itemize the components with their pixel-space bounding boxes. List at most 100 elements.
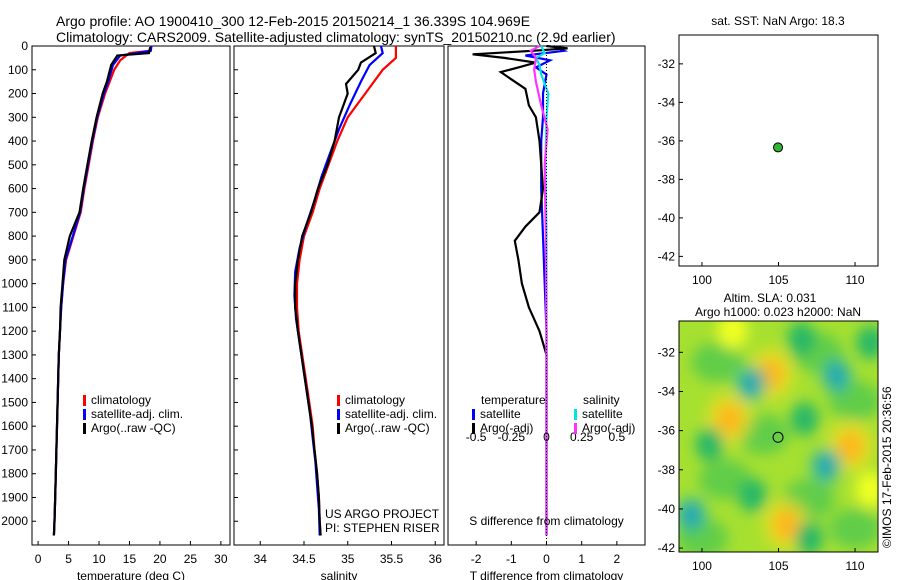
series-line-4 [529,45,549,536]
credit-label: ©IMOS 17-Feb-2015 20:36:56 [880,386,894,548]
y-tick-label: 200 [8,87,28,101]
y-tick-label: 1600 [1,419,28,433]
y-tick-label: 1200 [1,324,28,338]
y-tick-label: -34 [658,95,676,109]
x-tick-label: 110 [845,559,864,573]
heatmap-blobs [679,321,878,552]
x-tick-label: 1 [578,552,585,566]
y-tick-label: 900 [8,253,28,267]
series-line-1 [52,45,153,536]
map-subtitle: Argo h1000: 0.023 h2000: NaN [695,305,861,319]
x-axis-label: temperature (deg C) [77,569,185,580]
y-tick-label: 1300 [1,348,28,362]
map-title: Altim. SLA: 0.031 [724,291,817,305]
heatmap-anomaly-halo [733,363,769,404]
legend-swatch [472,409,475,420]
heatmap-anomaly-halo [819,356,855,396]
s-tick-label: -0.25 [498,430,526,444]
legend-entry: satellite-adj. clim. [91,407,183,421]
s-tick-label: 0.5 [609,430,626,444]
argo-location-point [773,142,784,153]
temperature-profile-panel: 0100200300400500600700800900100011001200… [1,39,231,580]
y-tick-label: 400 [8,134,28,148]
s-tick-label: -0.5 [466,430,487,444]
heatmap-anomaly [795,521,824,552]
x-tick-label: 10 [92,552,106,566]
y-tick-label: 700 [8,205,28,219]
legend-entry: satellite [480,407,521,421]
difference-profile-panel: T difference from climatology -2 -1 0 1 2 -0.5… [447,44,646,580]
heatmap-anomaly [738,478,767,513]
y-tick-label: -32 [658,57,676,71]
argo-location-ring [772,431,784,443]
heatmap-patch [829,508,878,549]
legend-entry: climatology [345,393,405,407]
series-line-1 [525,44,569,536]
x-tick-label: 35 [341,552,355,566]
figure-title: Argo profile: AO 1900410_300 12-Feb-2015… [56,13,531,29]
heatmap-patch [691,342,744,383]
map-title: sat. SST: NaN Argo: 18.3 [711,14,845,28]
y-tick-label: 2000 [1,514,28,528]
legend-swatch [83,423,86,434]
legend-entry: climatology [91,393,151,407]
legend-entry: Argo(..raw -QC) [345,421,430,435]
x-axis-label: T difference from climatology [470,569,624,580]
y-tick-label: 1400 [1,372,28,386]
legend-swatch [574,423,577,434]
y-tick-label: -34 [658,384,676,398]
y-tick-label: 500 [8,158,28,172]
x-tick-label: 2 [614,552,621,566]
y-tick-label: 1900 [1,490,28,504]
x-tick-label: 105 [768,559,788,573]
salinity-profile-panel: 34 34.5 35 35.5 36 salinity climatologysatelli… [233,45,445,580]
y-tick-label: 600 [8,182,28,196]
legend-swatch [337,423,340,434]
y-tick-label: -36 [658,134,676,148]
heatmap-field [679,321,878,552]
s-axis-label: S difference from climatology [469,514,624,528]
y-tick-label: -40 [658,211,676,225]
x-tick-label: 20 [153,552,167,566]
x-tick-label: 25 [184,552,198,566]
y-tick-label: -42 [658,249,676,263]
y-tick-label: 1000 [1,277,28,291]
y-tick-label: -40 [658,502,676,516]
legend-swatch [472,423,475,434]
heatmap-anomaly [717,321,748,349]
heatmap-anomaly [856,325,878,360]
plot-frame [31,45,231,546]
legend-swatch [574,409,577,420]
series-line-2 [472,44,568,536]
y-tick-label: 1700 [1,443,28,457]
y-tick-label: 1100 [2,300,28,314]
y-tick-label: 0 [21,39,28,53]
sst-map-panel: sat. SST: NaN Argo: 18.3 100 105 110 -32 -34 -… [658,14,879,287]
legend-swatch [337,409,340,420]
figure-subtitle: Climatology: CARS2009. Satellite-adjuste… [56,29,616,45]
x-axis-label: salinity [321,569,358,580]
y-tick-label: -38 [658,172,676,186]
x-tick-label: 100 [692,273,712,287]
heatmap-anomaly [787,321,816,356]
series-line-3 [294,45,377,536]
x-tick-label: 30 [214,552,228,566]
pi-label: PI: STEPHEN RISER [325,521,440,535]
heatmap-anomaly [790,402,819,436]
legend-entry: Argo(-adj) [480,421,533,435]
x-tick-label: 34.5 [292,552,316,566]
heatmap-patch [698,459,751,500]
y-tick-label: -38 [658,463,676,477]
heatmap-anomaly [695,427,724,462]
y-tick-label: -32 [658,345,676,359]
y-tick-label: 100 [8,63,28,77]
project-label: US ARGO PROJECT [325,507,440,521]
y-tick-label: 1500 [1,395,28,409]
legend-entry: satellite [582,407,623,421]
legend-entry: Argo(-adj) [582,421,635,435]
series-line-3 [52,46,152,536]
x-tick-label: 110 [845,273,864,287]
legend-swatch [337,395,340,406]
x-tick-label: 15 [123,552,137,566]
